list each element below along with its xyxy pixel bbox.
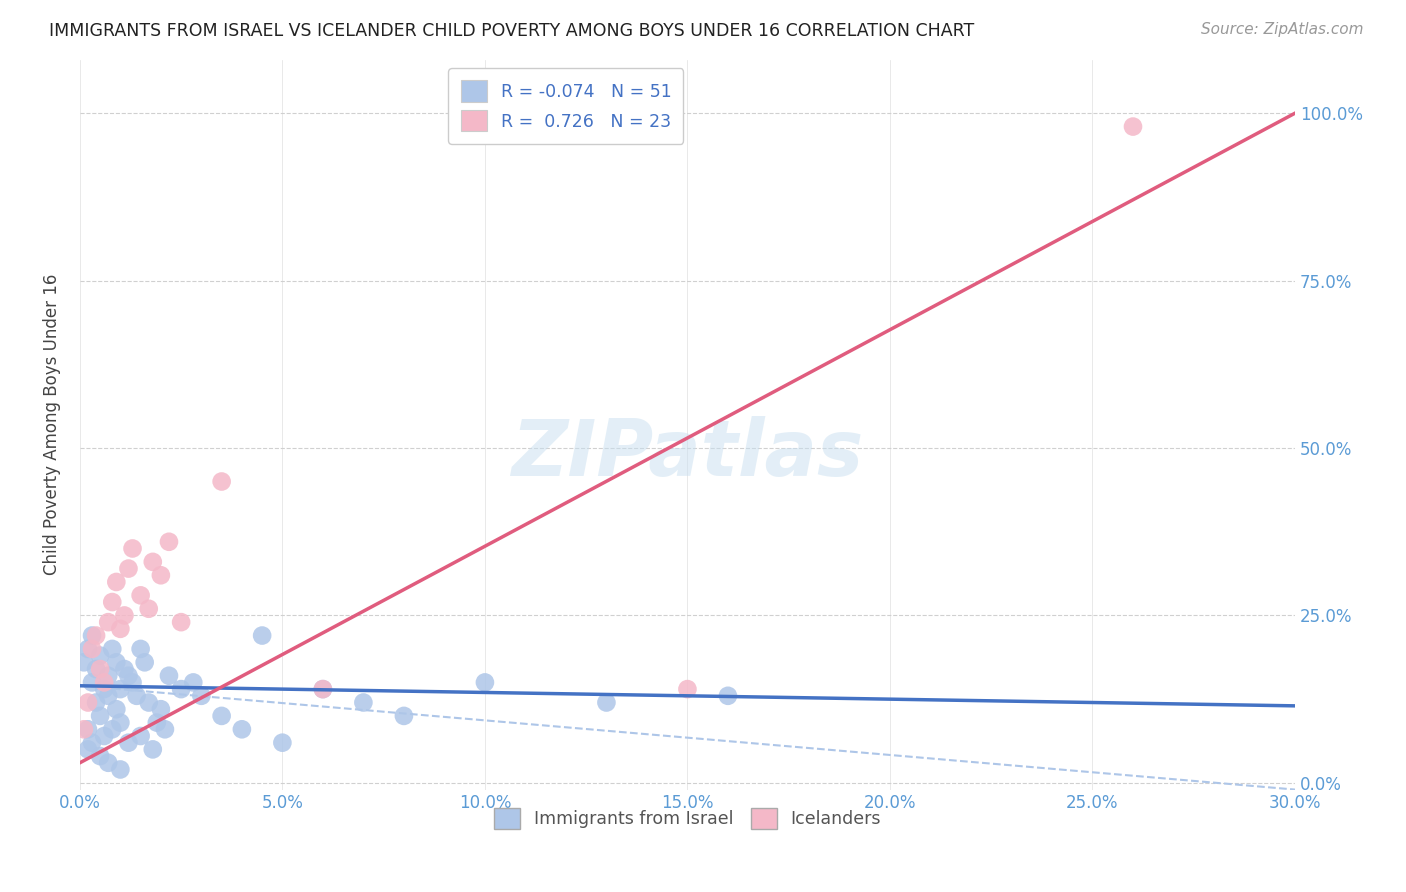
Point (80, 642, 103, 657)
Point (392, 709, 415, 723)
Point (97, 689, 120, 703)
Point (105, 656, 128, 670)
Point (231, 723, 253, 737)
Point (105, 574, 128, 589)
Point (125, 689, 148, 703)
Point (474, 675, 496, 690)
Point (89, 709, 111, 723)
Point (89, 749, 111, 764)
Point (595, 696, 617, 710)
Point (312, 682, 335, 697)
Point (717, 689, 740, 703)
Point (146, 715, 169, 730)
Point (97, 669, 120, 683)
Point (157, 534, 180, 549)
Point (97, 615, 120, 629)
Point (84, 628, 107, 642)
Point (73, 656, 96, 670)
Point (89, 662, 111, 676)
Point (271, 736, 294, 750)
Point (77, 642, 100, 657)
Point (84, 696, 107, 710)
Point (77, 723, 100, 737)
Point (190, 689, 212, 703)
Point (93, 729, 115, 743)
Point (110, 763, 132, 777)
Text: Source: ZipAtlas.com: Source: ZipAtlas.com (1201, 22, 1364, 37)
Point (84, 662, 107, 676)
Y-axis label: Child Poverty Among Boys Under 16: Child Poverty Among Boys Under 16 (44, 274, 60, 575)
Point (110, 715, 132, 730)
Point (142, 742, 165, 756)
Point (89, 648, 111, 663)
Point (110, 682, 132, 697)
Legend: Immigrants from Israel, Icelanders: Immigrants from Israel, Icelanders (486, 800, 889, 836)
Point (149, 702, 172, 716)
Point (157, 669, 180, 683)
Point (153, 723, 176, 737)
Point (101, 723, 124, 737)
Point (80, 736, 103, 750)
Point (97, 756, 120, 770)
Point (129, 588, 152, 602)
Point (138, 601, 160, 615)
Point (93, 682, 115, 697)
Point (80, 675, 103, 690)
Point (129, 729, 152, 743)
Point (93, 675, 115, 690)
Point (170, 682, 193, 697)
Point (117, 736, 139, 750)
Point (101, 642, 124, 657)
Point (77, 696, 100, 710)
Text: IMMIGRANTS FROM ISRAEL VS ICELANDER CHILD POVERTY AMONG BOYS UNDER 16 CORRELATIO: IMMIGRANTS FROM ISRAEL VS ICELANDER CHIL… (49, 22, 974, 40)
Point (121, 541, 143, 556)
Point (73, 723, 96, 737)
Point (105, 702, 128, 716)
Point (138, 696, 160, 710)
Point (112, 608, 135, 623)
Point (110, 622, 132, 636)
Point (117, 561, 139, 575)
Point (80, 628, 103, 642)
Text: ZIPatlas: ZIPatlas (512, 416, 863, 491)
Point (250, 628, 273, 642)
Point (134, 656, 156, 670)
Point (1122, 120, 1144, 134)
Point (129, 642, 152, 657)
Point (112, 662, 135, 676)
Point (117, 669, 139, 683)
Point (181, 675, 204, 690)
Point (211, 709, 233, 723)
Point (142, 555, 165, 569)
Point (121, 675, 143, 690)
Point (312, 682, 335, 697)
Point (676, 682, 699, 697)
Point (170, 615, 193, 629)
Point (211, 475, 233, 489)
Point (77, 742, 100, 756)
Point (149, 568, 172, 582)
Point (352, 696, 374, 710)
Point (101, 595, 124, 609)
